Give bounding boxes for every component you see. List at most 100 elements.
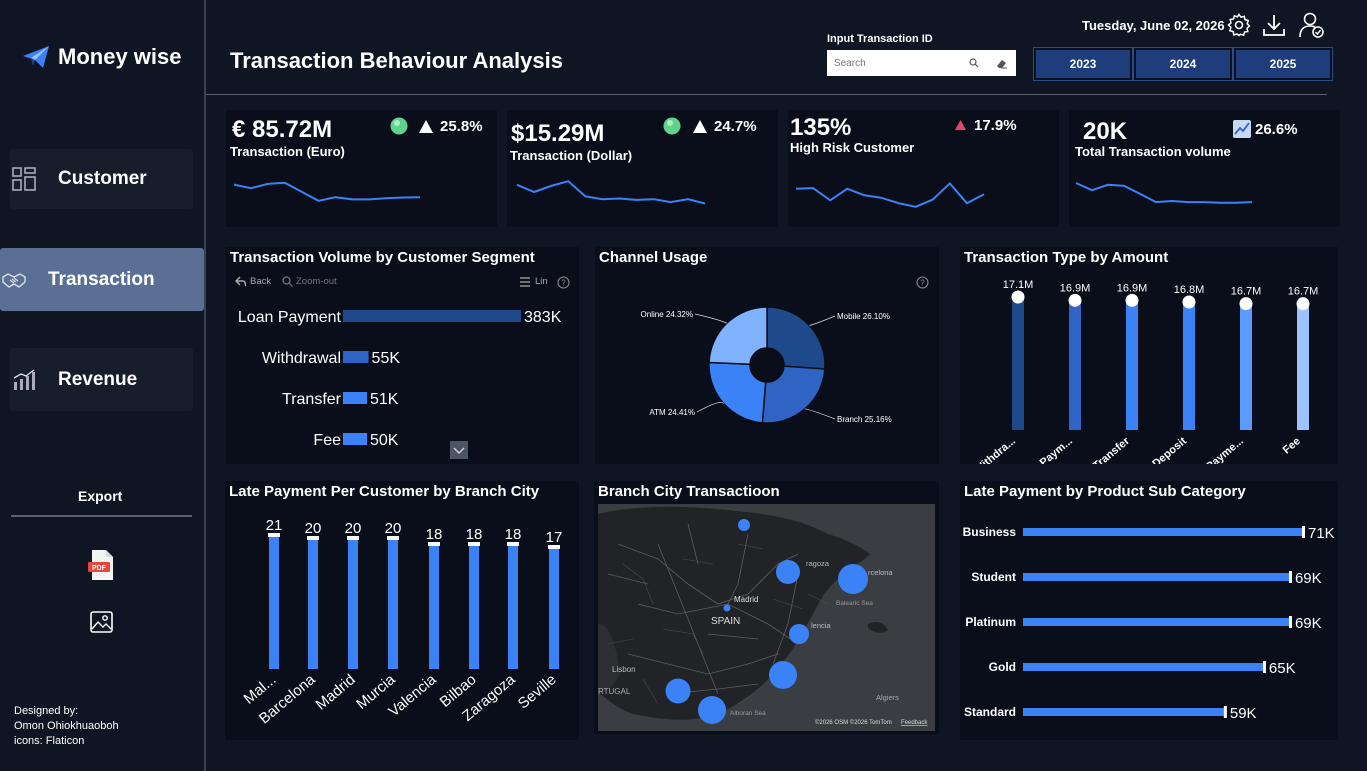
map-panel-title: Branch City Transactioon — [598, 483, 780, 500]
kpi-card-high-risk: 135% High Risk Customer 17.9% — [788, 110, 1059, 227]
gear-icon[interactable] — [1227, 13, 1251, 37]
segment-bar[interactable] — [343, 392, 367, 404]
type-bar[interactable] — [1069, 300, 1081, 430]
map-bubble-seville[interactable] — [665, 678, 691, 704]
kpi-card-volume: 20K Total Transaction volume 26.6% — [1069, 110, 1340, 227]
city-value-label: 18 — [466, 526, 483, 543]
map-label-valencia: lencia — [811, 621, 831, 630]
donut-slice[interactable] — [708, 306, 768, 366]
eraser-icon[interactable] — [996, 57, 1008, 69]
segment-bar[interactable] — [343, 433, 367, 445]
kpi-volume-label: Total Transaction volume — [1075, 144, 1231, 159]
zoom-out-icon[interactable] — [282, 276, 293, 287]
subcat-bar[interactable] — [1023, 573, 1290, 581]
map-label-zaragoza: ragoza — [806, 559, 830, 568]
sparkline — [233, 181, 421, 202]
city-bar-cap — [428, 542, 440, 546]
map-bubble-zaragoza[interactable] — [776, 560, 800, 584]
segment-bar[interactable] — [343, 351, 369, 363]
segment-panel: Transaction Volume by Customer Segment B… — [226, 247, 579, 464]
up-arrow-icon — [693, 120, 707, 133]
type-category-label: Card Payme... — [1182, 435, 1245, 464]
subcat-bar-cap — [1262, 661, 1266, 673]
city-value-label: 18 — [505, 526, 522, 543]
map-bubble-valencia[interactable] — [789, 624, 809, 644]
subcat-bar[interactable] — [1023, 528, 1303, 536]
back-button[interactable]: Back — [250, 276, 272, 287]
user-check-icon[interactable] — [1298, 11, 1326, 39]
map-bubble-madrid[interactable] — [723, 604, 731, 612]
type-bar[interactable] — [1126, 300, 1138, 430]
search-icon[interactable] — [969, 58, 979, 68]
map-bubble-barcelona[interactable] — [838, 564, 868, 594]
city-bar[interactable] — [348, 538, 358, 669]
help-icon[interactable]: ? — [916, 276, 929, 289]
donut-leader-line — [809, 315, 836, 326]
donut-slice[interactable] — [761, 365, 826, 424]
type-bar[interactable] — [1240, 303, 1252, 430]
image-icon[interactable] — [90, 611, 113, 633]
nav-revenue[interactable]: Revenue — [10, 348, 193, 411]
city-bar[interactable] — [388, 538, 398, 669]
kpi-volume-sparkline — [1075, 182, 1253, 204]
subcat-bar[interactable] — [1023, 618, 1290, 626]
subcat-value-label: 71K — [1308, 525, 1335, 542]
zoom-out-button[interactable]: Zoom-out — [296, 276, 337, 287]
map-feedback-link[interactable]: Feedback — [901, 720, 928, 726]
spain-map[interactable]: Madrid SPAIN ragoza rcelona lencia Lisbo… — [598, 504, 935, 731]
search-input[interactable] — [827, 50, 1016, 76]
type-bar-dot — [1182, 295, 1196, 309]
subcat-value-label: 69K — [1295, 615, 1322, 632]
back-arrow-icon[interactable] — [235, 276, 246, 287]
donut-leader-line — [804, 408, 836, 420]
subcat-panel-title: Late Payment by Product Sub Category — [964, 483, 1246, 500]
help-icon[interactable]: ? — [557, 276, 570, 289]
lin-button[interactable]: Lin — [535, 276, 548, 287]
city-bar[interactable] — [429, 544, 439, 669]
channel-panel: Channel Usage ? Mobile 26.10% Branch 25.1… — [595, 247, 939, 464]
subcat-bar[interactable] — [1023, 663, 1264, 671]
nav-transaction[interactable]: Transaction — [0, 248, 204, 311]
type-bar[interactable] — [1012, 297, 1024, 430]
city-bar[interactable] — [549, 547, 559, 669]
donut-slice[interactable] — [708, 361, 767, 424]
segment-bar[interactable] — [343, 310, 521, 322]
kpi-euro-label: Transaction (Euro) — [230, 144, 345, 159]
map-bubble-bilbao[interactable] — [738, 519, 750, 531]
map-bubble-murcia[interactable] — [769, 661, 797, 689]
map-label-lisbon: Lisbon — [612, 665, 636, 674]
year-2025-button[interactable]: 2025 — [1233, 47, 1333, 81]
chevron-down-icon[interactable] — [450, 441, 468, 459]
download-icon[interactable] — [1262, 13, 1286, 37]
dashboard-icon — [12, 167, 36, 191]
channel-panel-title: Channel Usage — [599, 249, 708, 266]
city-bar[interactable] — [508, 544, 518, 669]
subcat-bar[interactable] — [1023, 708, 1225, 716]
year-2024-button[interactable]: 2024 — [1133, 47, 1233, 81]
type-bar[interactable] — [1183, 302, 1195, 430]
city-value-label: 20 — [305, 520, 322, 537]
year-2023-button[interactable]: 2023 — [1033, 47, 1133, 81]
segment-panel-title: Transaction Volume by Customer Segment — [230, 249, 535, 266]
city-bar[interactable] — [269, 535, 279, 669]
city-value-label: 21 — [266, 517, 283, 534]
segment-category-label: Loan Payment — [238, 309, 342, 326]
donut-label: ATM 24.41% — [649, 408, 695, 417]
donut-slice[interactable] — [766, 306, 826, 370]
donut-label: Online 24.32% — [641, 310, 693, 319]
nav-transaction-label: Transaction — [48, 268, 155, 290]
city-category-label: Valencia — [385, 671, 440, 721]
type-bar[interactable] — [1297, 303, 1309, 430]
subcat-bar-cap — [1223, 706, 1227, 718]
map-label-balearic: Balearic Sea — [836, 600, 873, 607]
kpi-volume-change: 26.6% — [1255, 121, 1298, 138]
city-bar[interactable] — [469, 544, 479, 669]
map-bubble-malaga[interactable] — [698, 696, 726, 724]
kpi-volume-value: 20K — [1083, 118, 1128, 145]
city-bar[interactable] — [308, 538, 318, 669]
sidebar: Money wise Customer Transaction Revenue … — [0, 0, 206, 771]
nav-customer[interactable]: Customer — [10, 149, 193, 209]
pdf-icon[interactable]: PDF — [88, 549, 116, 581]
list-icon[interactable] — [520, 277, 530, 287]
type-lollipop-chart: 17.1M Withdra... 16.9M Loan Paym... 16.9M Tra… — [972, 279, 1318, 464]
